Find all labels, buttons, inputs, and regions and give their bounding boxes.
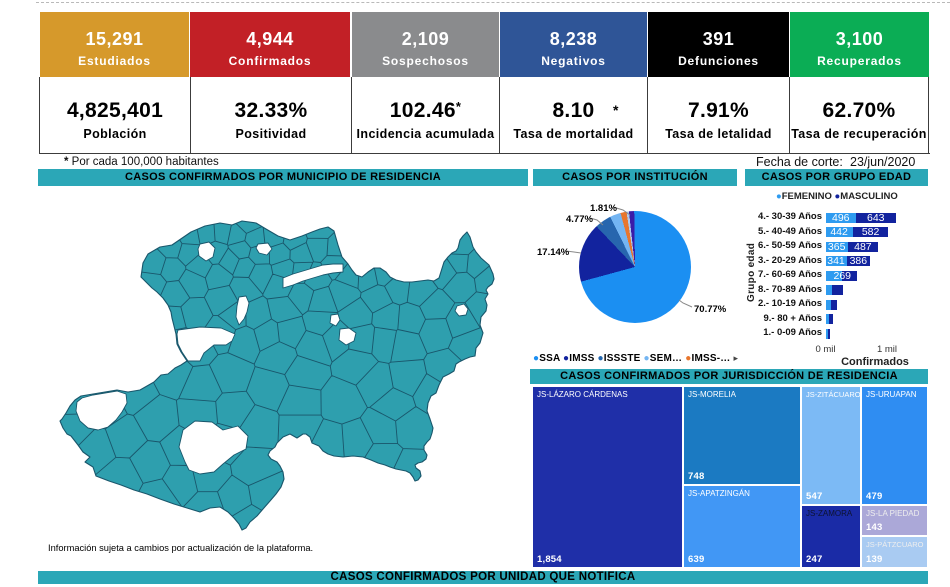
svg-text:17.14%: 17.14% [537,247,570,258]
svg-text:70.77%: 70.77% [694,304,727,315]
svg-text:4.77%: 4.77% [566,214,593,225]
svg-text:1.81%: 1.81% [590,203,617,214]
